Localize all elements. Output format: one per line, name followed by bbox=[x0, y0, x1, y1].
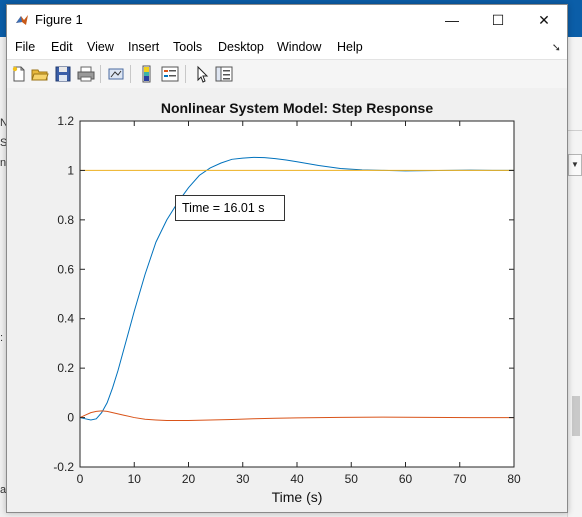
plot-title: Nonlinear System Model: Step Response bbox=[161, 100, 433, 116]
menu-edit[interactable]: Edit bbox=[51, 40, 73, 54]
tick-layer: 0 10 20 30 40 50 60 70 80-0.200.20.40.60.811.2 bbox=[53, 114, 521, 486]
x-tick-label: 50 bbox=[345, 472, 359, 486]
toolbar-separator bbox=[100, 65, 101, 83]
x-tick-label: 80 bbox=[507, 472, 521, 486]
open-file-icon[interactable] bbox=[31, 65, 49, 83]
close-button[interactable]: ✕ bbox=[538, 12, 550, 28]
figure-window: Figure 1 — ☐ ✕ File Edit View Insert Too… bbox=[6, 4, 568, 513]
menu-view[interactable]: View bbox=[87, 40, 114, 54]
x-tick-label: 10 bbox=[128, 472, 142, 486]
background-text-fragment: a bbox=[0, 484, 7, 496]
x-tick-label: 30 bbox=[236, 472, 250, 486]
x-tick-label: 40 bbox=[290, 472, 304, 486]
y-tick-label: 0.8 bbox=[57, 213, 74, 227]
x-axis-label: Time (s) bbox=[272, 489, 323, 505]
x-tick-label: 60 bbox=[399, 472, 413, 486]
x-tick-label: 20 bbox=[182, 472, 196, 486]
menu-bar: File Edit View Insert Tools Desktop Wind… bbox=[7, 35, 567, 59]
step-response-plot[interactable]: 0 10 20 30 40 50 60 70 80-0.200.20.40.60.811.2 N… bbox=[7, 88, 567, 512]
save-icon[interactable] bbox=[54, 65, 72, 83]
property-inspector-icon[interactable] bbox=[215, 65, 233, 83]
maximize-button[interactable]: ☐ bbox=[491, 12, 505, 28]
menu-window[interactable]: Window bbox=[277, 40, 322, 54]
toolbar-separator bbox=[130, 65, 131, 83]
x-tick-label: 0 bbox=[77, 472, 84, 486]
background-text-fragment: N bbox=[0, 117, 8, 129]
background-text-fragment: : bbox=[0, 332, 4, 344]
series-layer bbox=[79, 156, 514, 422]
y-tick-label: 1 bbox=[67, 163, 74, 177]
toolbar bbox=[7, 59, 567, 89]
background-dropdown-chevron[interactable]: ▼ bbox=[568, 154, 582, 176]
colorbar-icon[interactable] bbox=[138, 65, 156, 83]
axes-background bbox=[80, 121, 514, 467]
window-title: Figure 1 bbox=[35, 12, 83, 27]
y-tick-label: 0.4 bbox=[57, 312, 74, 326]
new-figure-icon[interactable] bbox=[10, 65, 28, 83]
y-tick-label: 0.6 bbox=[57, 262, 74, 276]
y-tick-label: 0.2 bbox=[57, 361, 74, 375]
y-tick-label: 0 bbox=[67, 411, 74, 425]
link-plot-icon[interactable] bbox=[107, 65, 125, 83]
menu-tools[interactable]: Tools bbox=[173, 40, 203, 54]
dock-arrow-icon[interactable]: ➘ bbox=[551, 42, 561, 54]
x-tick-label: 70 bbox=[453, 472, 467, 486]
toolbar-separator bbox=[185, 65, 186, 83]
series-line-2[interactable] bbox=[79, 410, 514, 422]
y-tick-label: 1.2 bbox=[57, 114, 74, 128]
figure-canvas[interactable]: 0 10 20 30 40 50 60 70 80 -0.2 0 0.2 0.4 0.6 0.8 1 1.2 N… bbox=[7, 88, 567, 512]
matlab-logo-icon bbox=[15, 13, 29, 27]
menu-file[interactable]: File bbox=[15, 40, 36, 54]
background-divider bbox=[568, 130, 582, 131]
menu-help[interactable]: Help bbox=[337, 40, 363, 54]
background-scrollbar-thumb[interactable] bbox=[572, 396, 580, 436]
menu-desktop[interactable]: Desktop bbox=[218, 40, 264, 54]
legend-icon[interactable] bbox=[161, 65, 179, 83]
print-icon[interactable] bbox=[77, 65, 95, 83]
menu-insert[interactable]: Insert bbox=[128, 40, 160, 54]
data-cursor-annotation[interactable]: Time = 16.01 s bbox=[175, 195, 285, 221]
edit-plot-arrow-icon[interactable] bbox=[193, 65, 211, 83]
background-right-panel bbox=[567, 37, 582, 517]
title-bar[interactable]: Figure 1 — ☐ ✕ bbox=[7, 5, 567, 35]
minimize-button[interactable]: — bbox=[445, 12, 459, 28]
y-tick-label: -0.2 bbox=[53, 460, 74, 474]
